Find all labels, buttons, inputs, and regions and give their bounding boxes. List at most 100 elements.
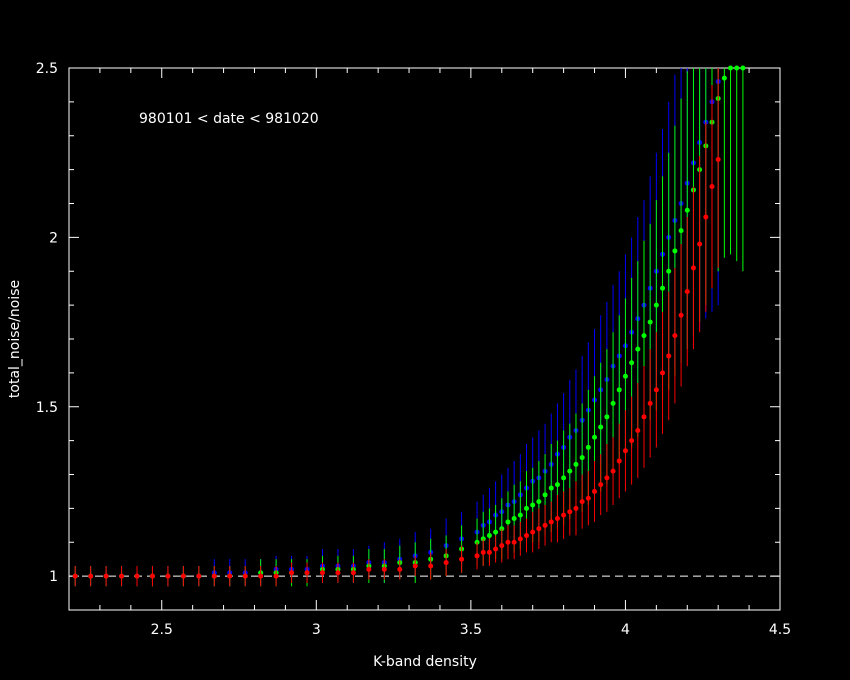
data-point [428,563,434,569]
axis-tick-labels: 2.5 3 3.5 4 4.5 1 1.5 2 2.5 [36,61,791,638]
data-point [486,532,492,538]
y-tick-label: 1.5 [36,400,58,416]
data-point [647,319,653,325]
data-point [517,536,523,542]
data-point [610,400,616,406]
data-point [542,522,548,528]
data-point [459,556,465,562]
data-point [505,539,511,545]
data-point [505,519,511,525]
data-point [180,573,186,579]
x-tick-label: 3.5 [460,622,482,638]
data-point [319,570,325,576]
data-point [536,526,542,532]
data-point [561,475,567,481]
data-point [567,468,573,474]
data-point [672,248,678,254]
data-point [672,333,678,339]
data-point [554,516,560,522]
data-point [511,539,517,545]
data-point [381,566,387,572]
data-point [622,448,628,454]
data-point [592,434,598,440]
data-point [103,573,109,579]
data-marks [72,65,746,587]
data-point [740,65,746,71]
data-point [622,373,628,379]
x-tick-label: 4.5 [769,622,791,638]
data-point [604,475,610,481]
data-point [629,360,635,366]
x-tick-label: 2.5 [151,622,173,638]
data-point [165,573,171,579]
data-point [289,570,295,576]
data-point [635,346,641,352]
data-point [350,570,356,576]
data-point [573,505,579,511]
data-point [335,570,341,576]
data-point [536,499,542,505]
data-point [715,156,721,162]
data-point [530,502,536,508]
data-point [616,458,622,464]
y-tick-label: 2 [49,230,58,246]
data-point [499,543,505,549]
x-tick-label: 4 [621,622,630,638]
data-point [734,65,740,71]
data-point [573,461,579,467]
data-point [119,573,125,579]
data-point [641,414,647,420]
data-point [196,573,202,579]
data-point [697,241,703,247]
data-point [579,499,585,505]
data-point [72,573,78,579]
data-point [227,573,233,579]
data-point [242,573,248,579]
axis-ticks [68,67,781,611]
data-point [585,495,591,501]
data-point [728,65,734,71]
data-point [493,546,499,552]
data-point [678,228,684,234]
data-point [304,570,310,576]
data-point [709,184,715,190]
data-point [604,414,610,420]
data-point [258,573,264,579]
data-point [721,75,727,81]
data-point [653,387,659,393]
data-point [641,333,647,339]
x-tick-label: 3 [312,622,321,638]
data-point [548,485,554,491]
data-point [635,427,641,433]
data-point [567,509,573,515]
data-point [474,553,480,559]
data-point [149,573,155,579]
data-point [592,488,598,494]
data-point [561,512,567,518]
y-tick-label: 2.5 [36,61,58,77]
data-point [684,207,690,213]
y-axis-label: total_noise/noise [7,280,23,398]
data-point [666,268,672,274]
data-point [585,444,591,450]
y-tick-label: 1 [49,569,58,585]
data-point [493,529,499,535]
data-point [273,573,279,579]
data-point [480,549,486,555]
data-point [610,468,616,474]
data-point [511,516,517,522]
data-point [660,370,666,376]
data-point [486,549,492,555]
data-point [629,438,635,444]
data-point [666,353,672,359]
data-point [554,482,560,488]
data-point [366,566,372,572]
data-point [134,573,140,579]
data-point [690,265,696,271]
data-point [211,573,217,579]
data-point [88,573,94,579]
x-axis-label: K-band density [373,654,477,670]
data-point [524,532,530,538]
